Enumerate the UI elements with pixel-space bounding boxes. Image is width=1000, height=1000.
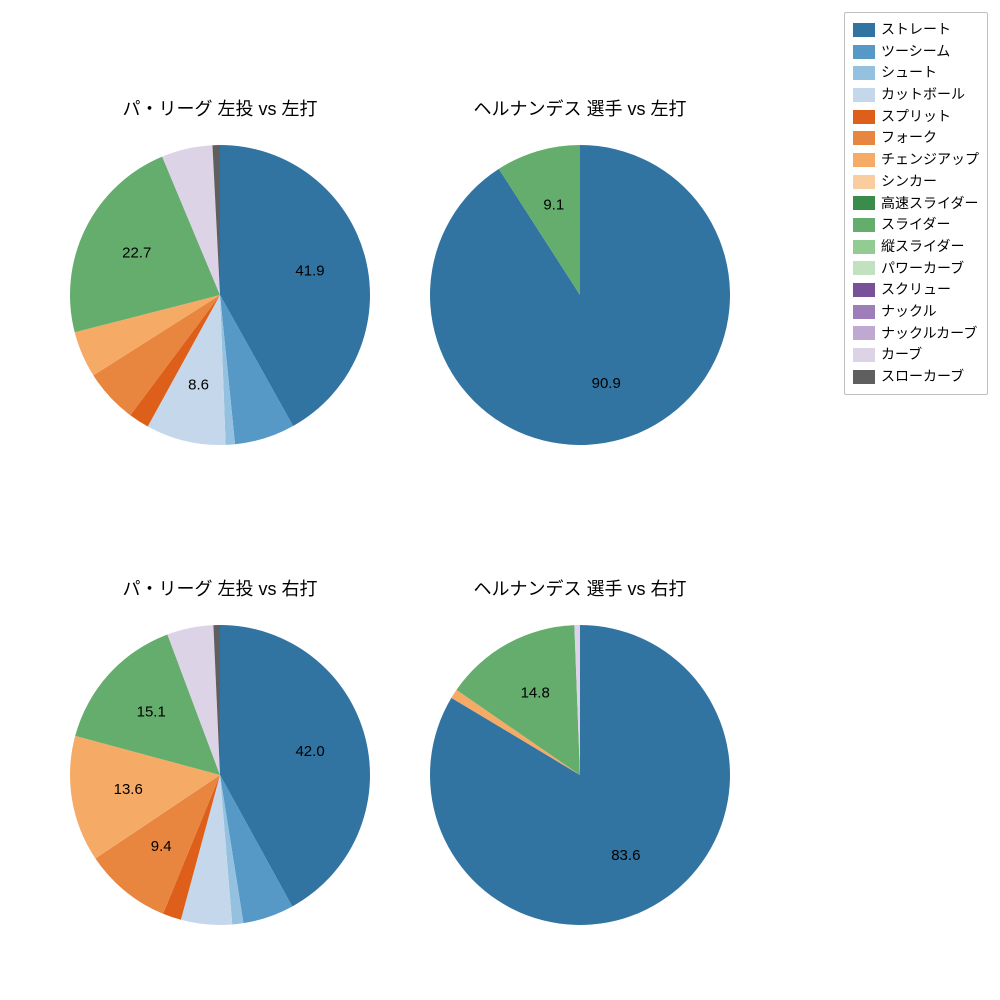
legend-item-two_seam: ツーシーム xyxy=(853,41,979,63)
legend-swatch xyxy=(853,45,875,59)
legend-label: シンカー xyxy=(881,171,937,193)
chart-title-br: ヘルナンデス 選手 vs 右打 xyxy=(400,575,760,601)
legend-swatch xyxy=(853,153,875,167)
legend-item-sinker: シンカー xyxy=(853,171,979,193)
slice-label: 41.9 xyxy=(295,263,324,280)
legend-item-straight: ストレート xyxy=(853,19,979,41)
legend-label: シュート xyxy=(881,62,937,84)
legend-swatch xyxy=(853,305,875,319)
legend-swatch xyxy=(853,240,875,254)
legend-item-shoot: シュート xyxy=(853,62,979,84)
slice-label: 9.1 xyxy=(543,197,564,214)
legend-swatch xyxy=(853,196,875,210)
legend-label: ナックルカーブ xyxy=(881,323,977,345)
pie-chart-bl: 42.0 9.4 13.6 15.1 xyxy=(70,625,370,925)
legend-item-slider: スライダー xyxy=(853,214,979,236)
slice-label: 42.0 xyxy=(295,743,324,760)
chart-title-tl: パ・リーグ 左投 vs 左打 xyxy=(40,95,400,121)
legend-swatch xyxy=(853,110,875,124)
legend-label: ナックル xyxy=(881,301,937,323)
legend-item-fast_slider: 高速スライダー xyxy=(853,193,979,215)
legend-item-knuckle: ナックル xyxy=(853,301,979,323)
legend-swatch xyxy=(853,175,875,189)
slice-label: 13.6 xyxy=(114,781,143,798)
legend-label: スプリット xyxy=(881,106,951,128)
legend-label: スローカーブ xyxy=(881,366,964,388)
slice-label: 14.8 xyxy=(521,684,550,701)
legend-swatch xyxy=(853,218,875,232)
legend-item-fork: フォーク xyxy=(853,127,979,149)
legend-item-screw: スクリュー xyxy=(853,279,979,301)
chart-grid: パ・リーグ 左投 vs 左打 41.9 8.6 22.7 ヘルナンデス 選手 vs … xyxy=(0,0,1000,1000)
legend-swatch xyxy=(853,348,875,362)
legend-swatch xyxy=(853,283,875,297)
legend-label: チェンジアップ xyxy=(881,149,979,171)
legend: ストレートツーシームシュートカットボールスプリットフォークチェンジアップシンカー… xyxy=(844,12,988,395)
legend-label: パワーカーブ xyxy=(881,258,964,280)
chart-title-bl: パ・リーグ 左投 vs 右打 xyxy=(40,575,400,601)
legend-swatch xyxy=(853,261,875,275)
legend-label: 縦スライダー xyxy=(881,236,964,258)
slice-label: 8.6 xyxy=(188,376,209,393)
legend-item-cut_ball: カットボール xyxy=(853,84,979,106)
legend-label: ツーシーム xyxy=(881,41,950,63)
legend-label: フォーク xyxy=(881,127,937,149)
legend-swatch xyxy=(853,326,875,340)
pie-chart-tl: 41.9 8.6 22.7 xyxy=(70,145,370,445)
legend-item-changeup: チェンジアップ xyxy=(853,149,979,171)
slice-label: 9.4 xyxy=(151,838,172,855)
legend-swatch xyxy=(853,131,875,145)
legend-swatch xyxy=(853,88,875,102)
pie-chart-tr: 90.9 9.1 xyxy=(430,145,730,445)
legend-swatch xyxy=(853,66,875,80)
legend-item-power_curve: パワーカーブ xyxy=(853,258,979,280)
legend-item-knuckle_curve: ナックルカーブ xyxy=(853,323,979,345)
slice-label: 15.1 xyxy=(137,703,166,720)
legend-item-vert_slider: 縦スライダー xyxy=(853,236,979,258)
legend-label: 高速スライダー xyxy=(881,193,978,215)
legend-swatch xyxy=(853,370,875,384)
slice-label: 90.9 xyxy=(592,375,621,392)
legend-swatch xyxy=(853,23,875,37)
pie-chart-br: 83.6 14.8 xyxy=(430,625,730,925)
legend-label: ストレート xyxy=(881,19,951,41)
slice-label: 83.6 xyxy=(611,847,640,864)
legend-label: カットボール xyxy=(881,84,965,106)
legend-label: スクリュー xyxy=(881,279,951,301)
slice-label: 22.7 xyxy=(122,245,151,262)
legend-item-split: スプリット xyxy=(853,106,979,128)
legend-label: スライダー xyxy=(881,214,950,236)
chart-title-tr: ヘルナンデス 選手 vs 左打 xyxy=(400,95,760,121)
legend-label: カーブ xyxy=(881,344,922,366)
legend-item-curve: カーブ xyxy=(853,344,979,366)
legend-item-slow_curve: スローカーブ xyxy=(853,366,979,388)
